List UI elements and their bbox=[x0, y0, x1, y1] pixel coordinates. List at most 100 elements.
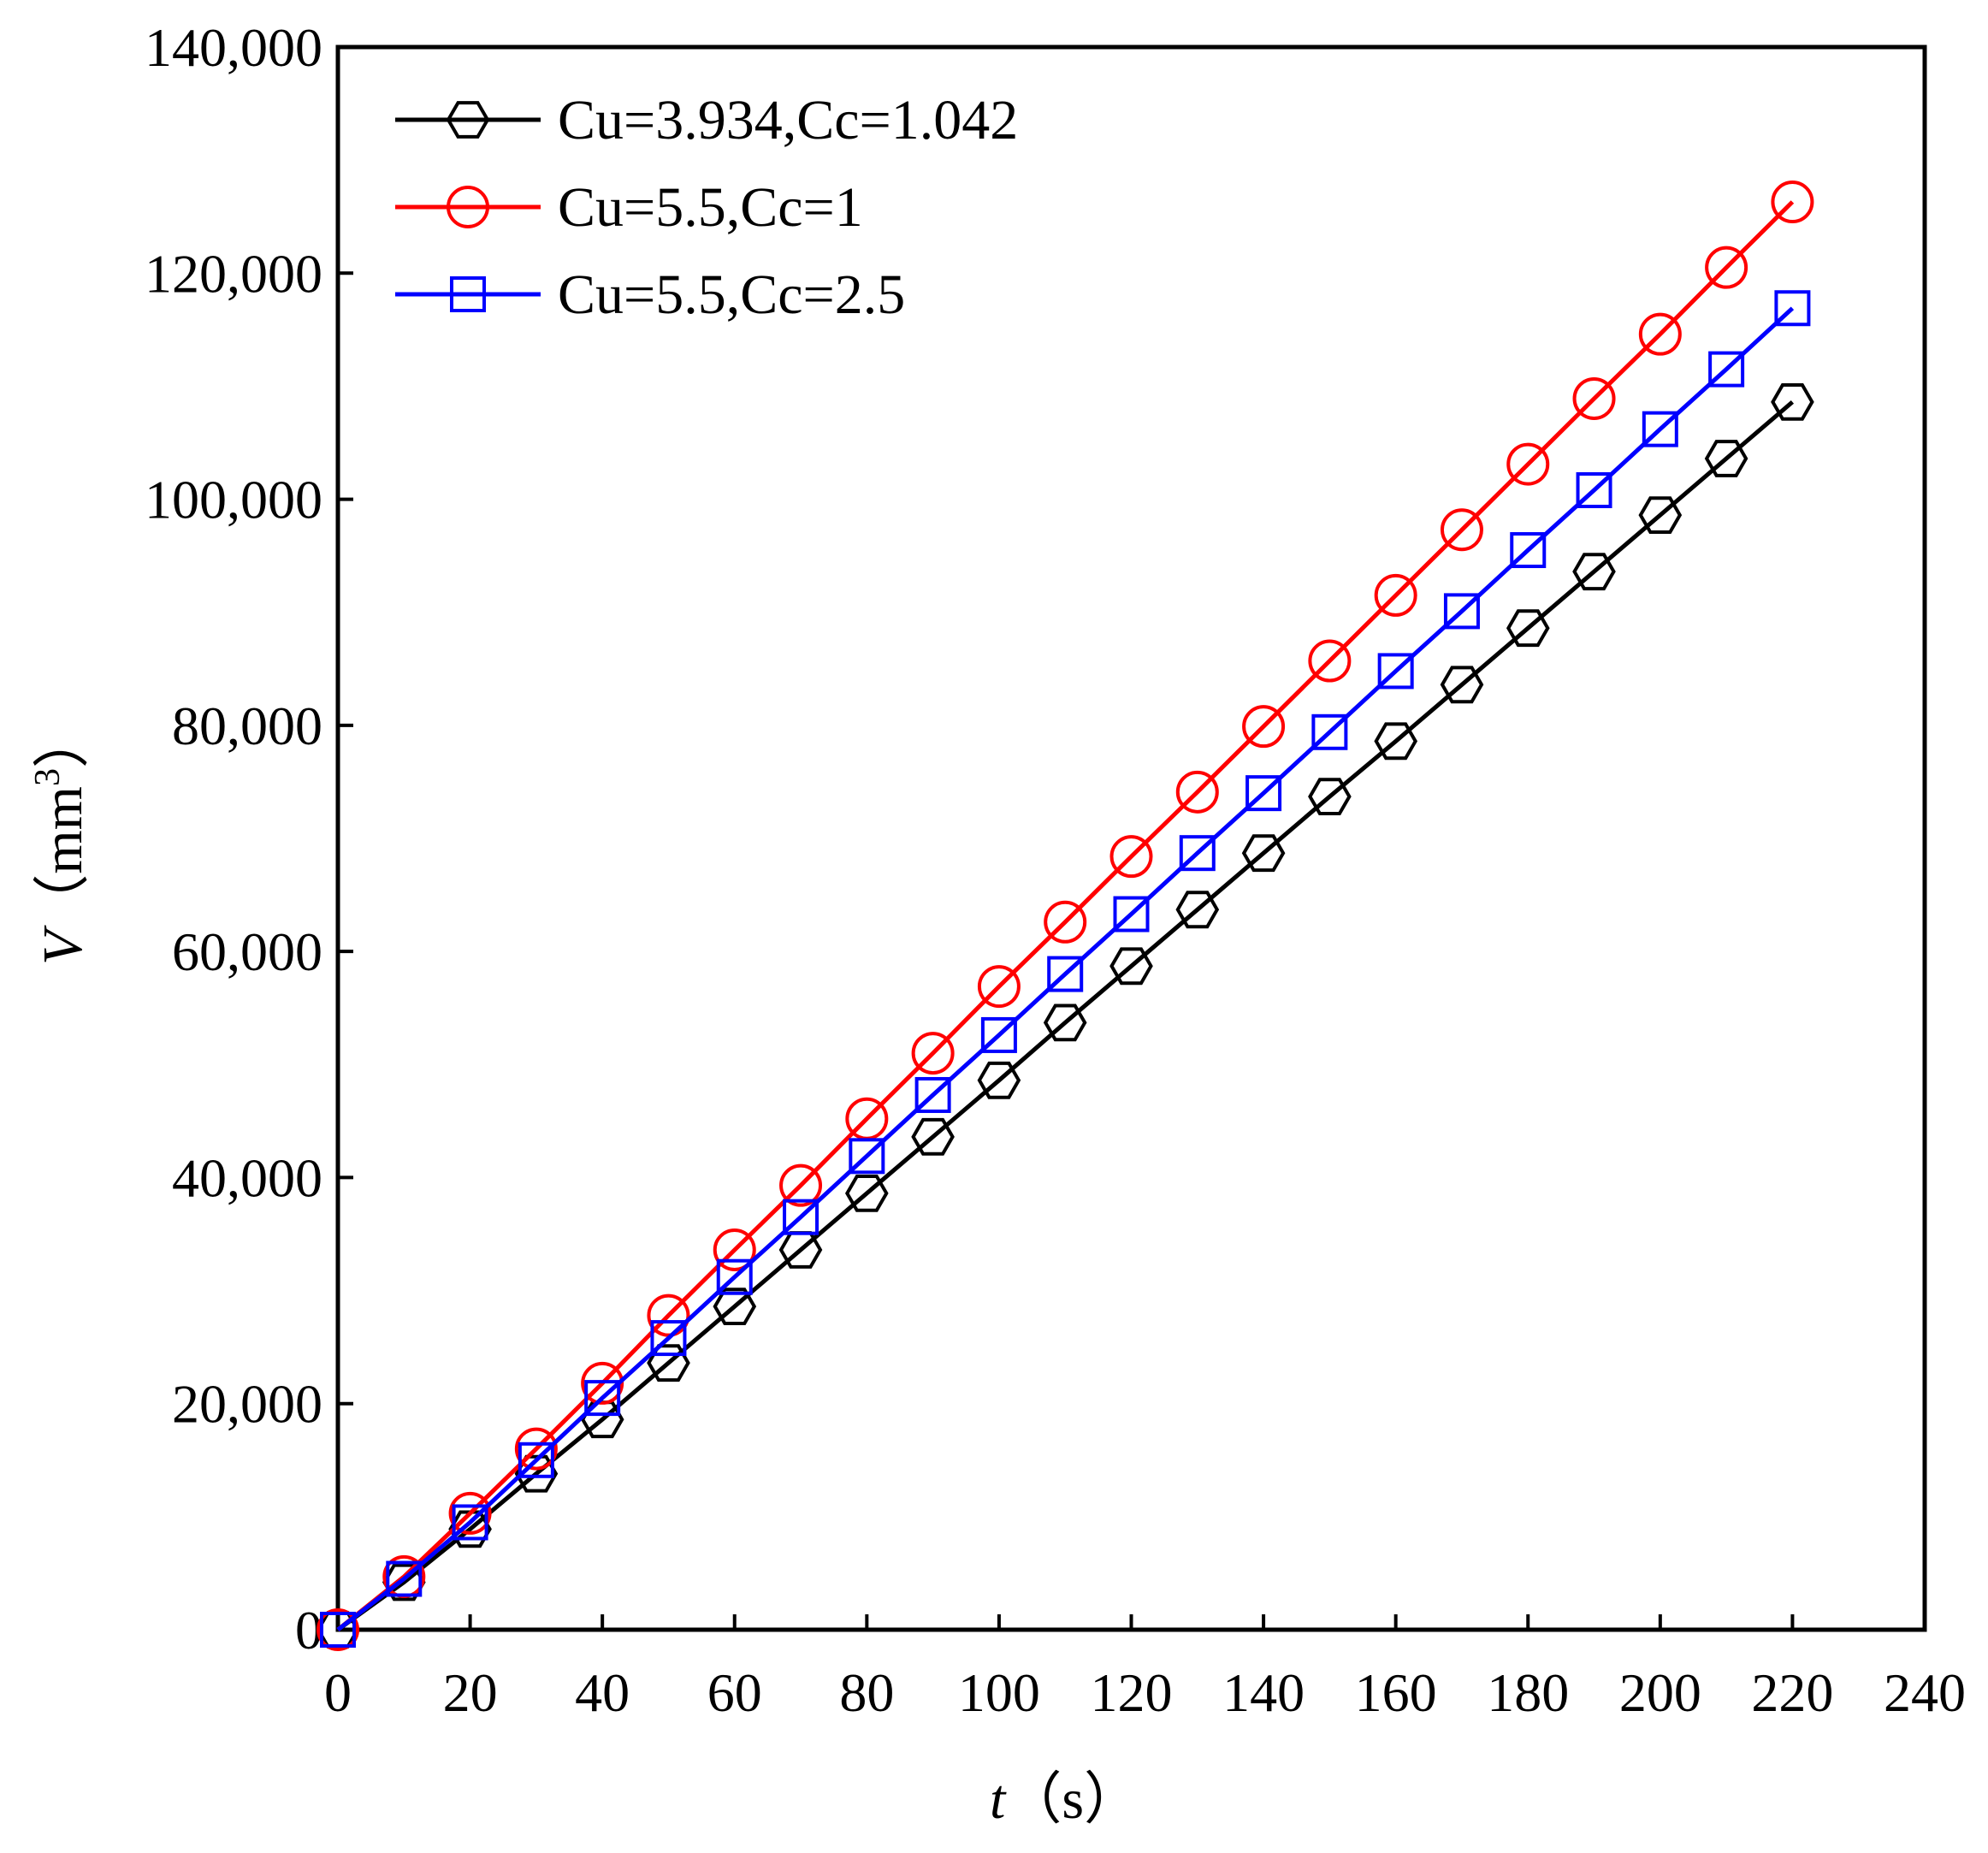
data-point bbox=[1308, 778, 1352, 815]
legend-label: Cu=5.5,Cc=2.5 bbox=[558, 263, 905, 326]
data-point bbox=[1774, 290, 1811, 327]
data-point bbox=[1377, 653, 1414, 690]
y-tick-label: 20,000 bbox=[172, 1374, 322, 1435]
y-axis-unit-close: ） bbox=[32, 712, 94, 768]
data-point bbox=[980, 1016, 1017, 1053]
data-point bbox=[1047, 956, 1084, 992]
data-point bbox=[518, 1442, 554, 1478]
data-point bbox=[1506, 609, 1550, 648]
data-point bbox=[779, 1163, 823, 1207]
data-point bbox=[580, 1400, 624, 1439]
data-point bbox=[911, 1117, 955, 1156]
x-tick-label: 20 bbox=[443, 1662, 498, 1723]
data-point bbox=[320, 1612, 356, 1648]
legend-entry: Cu=5.5,Cc=2.5 bbox=[395, 263, 905, 326]
data-point bbox=[1109, 835, 1153, 879]
data-point bbox=[647, 1294, 690, 1337]
data-point bbox=[1241, 834, 1286, 873]
series-3 bbox=[320, 290, 1811, 1648]
data-point bbox=[1440, 666, 1484, 704]
y-axis-title: V（mm3） bbox=[28, 712, 94, 965]
data-point bbox=[1708, 351, 1745, 388]
legend-marker bbox=[450, 276, 486, 312]
y-tick-label: 40,000 bbox=[172, 1147, 322, 1208]
y-tick-label: 100,000 bbox=[145, 470, 322, 530]
data-point bbox=[713, 1288, 757, 1325]
y-tick-label: 120,000 bbox=[145, 243, 322, 304]
data-point bbox=[1576, 472, 1612, 508]
y-tick-label: 80,000 bbox=[172, 696, 322, 756]
data-point bbox=[448, 1491, 492, 1535]
series-line bbox=[336, 400, 1795, 1632]
data-point bbox=[1374, 722, 1418, 761]
data-point bbox=[716, 1258, 753, 1295]
legend: Cu=3.934,Cc=1.042 Cu=5.5,Cc=1 Cu=5.5,Cc=2.… bbox=[395, 89, 1018, 326]
data-point bbox=[977, 965, 1021, 1009]
data-point bbox=[1642, 411, 1678, 447]
series-line bbox=[336, 200, 1795, 1631]
x-tick-label: 60 bbox=[707, 1662, 762, 1723]
data-point bbox=[844, 1175, 889, 1212]
data-point bbox=[1638, 496, 1683, 534]
data-point bbox=[514, 1454, 559, 1493]
data-point bbox=[581, 1361, 624, 1405]
data-point bbox=[713, 1228, 756, 1271]
y-tick-label: 140,000 bbox=[145, 17, 322, 78]
data-point bbox=[914, 1076, 951, 1113]
x-tick-label: 200 bbox=[1619, 1662, 1701, 1723]
data-point bbox=[1308, 639, 1352, 683]
x-axis-unit: （s） bbox=[1005, 1768, 1140, 1831]
x-tick-label: 180 bbox=[1487, 1662, 1569, 1723]
legend-marker bbox=[446, 101, 490, 139]
data-point bbox=[514, 1427, 558, 1471]
series-layer bbox=[316, 181, 1814, 1651]
data-point bbox=[1113, 896, 1150, 932]
legend-label: Cu=5.5,Cc=1 bbox=[558, 176, 863, 239]
y-axis-unit-superscript: 3 bbox=[28, 768, 68, 786]
data-point bbox=[452, 1504, 488, 1541]
data-point bbox=[1506, 442, 1550, 486]
data-point bbox=[1311, 713, 1348, 750]
series-2 bbox=[317, 181, 1814, 1651]
x-tick-label: 140 bbox=[1222, 1662, 1305, 1723]
x-tick-label: 240 bbox=[1884, 1662, 1966, 1723]
data-point bbox=[1245, 775, 1282, 812]
legend-entry: Cu=3.934,Cc=1.042 bbox=[395, 89, 1018, 151]
x-axis: 0 20 40 60 80 100 120 140 160 180 200 220 240 bbox=[324, 1614, 1966, 1723]
y-axis-variable: V bbox=[32, 925, 94, 965]
series-line bbox=[336, 306, 1795, 1631]
x-axis-variable: t bbox=[990, 1768, 1007, 1831]
series-1 bbox=[316, 383, 1814, 1649]
data-point bbox=[650, 1320, 687, 1357]
data-point bbox=[1374, 573, 1417, 617]
data-point bbox=[1771, 181, 1814, 224]
data-point bbox=[1175, 770, 1219, 814]
legend-entry: Cu=5.5,Cc=1 bbox=[395, 176, 863, 239]
x-tick-label: 0 bbox=[324, 1662, 352, 1723]
data-point bbox=[783, 1199, 819, 1235]
data-point bbox=[977, 1061, 1021, 1099]
x-tick-label: 100 bbox=[958, 1662, 1040, 1723]
legend-marker bbox=[447, 186, 489, 228]
data-point bbox=[1043, 1003, 1087, 1042]
legend-label: Cu=3.934,Cc=1.042 bbox=[558, 89, 1018, 151]
data-point bbox=[1771, 383, 1814, 421]
data-point bbox=[1705, 246, 1748, 289]
data-point bbox=[1510, 532, 1547, 569]
y-axis: 020,00040,00060,00080,000100,000120,0001… bbox=[145, 17, 353, 1661]
data-point bbox=[1572, 376, 1616, 420]
data-point bbox=[911, 1032, 955, 1075]
data-point bbox=[1044, 900, 1087, 944]
data-point bbox=[1242, 705, 1286, 749]
x-tick-label: 160 bbox=[1355, 1662, 1437, 1723]
x-tick-label: 40 bbox=[575, 1662, 630, 1723]
data-point bbox=[1440, 508, 1483, 552]
x-tick-label: 80 bbox=[839, 1662, 894, 1723]
data-point bbox=[584, 1380, 621, 1417]
x-axis-title: t（s） bbox=[990, 1768, 1140, 1831]
y-tick-label: 60,000 bbox=[172, 921, 322, 982]
data-point bbox=[1109, 947, 1153, 986]
data-point bbox=[386, 1560, 423, 1597]
